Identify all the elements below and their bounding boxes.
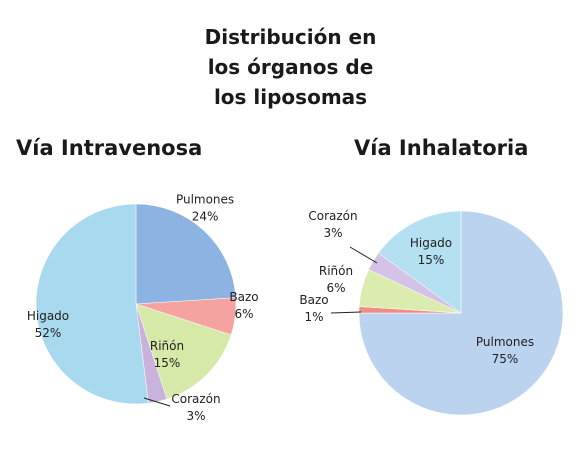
value-inhalatoria-bazo: 1% bbox=[304, 310, 323, 324]
label-inhalatoria-rinon: Riñón bbox=[319, 264, 353, 278]
value-inhalatoria-corazon: 3% bbox=[323, 226, 342, 240]
value-inhalatoria-pulmones: 75% bbox=[492, 352, 519, 366]
label-intravenosa-higado: Higado bbox=[27, 309, 69, 323]
value-intravenosa-corazon: 3% bbox=[186, 409, 205, 423]
label-intravenosa-pulmones: Pulmones bbox=[176, 192, 234, 206]
value-intravenosa-rinon: 15% bbox=[154, 356, 181, 370]
value-inhalatoria-higado: 15% bbox=[418, 253, 445, 267]
value-intravenosa-bazo: 6% bbox=[234, 307, 253, 321]
value-intravenosa-higado: 52% bbox=[35, 326, 62, 340]
slice-intravenosa-rinon bbox=[135, 303, 232, 400]
pie-inhalatoria: Pulmones 75% Bazo 1% Riñón 6% Corazón 3% Higado 1… bbox=[299, 209, 564, 416]
main-title: Distribución en los órganos de los lipos… bbox=[0, 22, 581, 112]
leader-line-inhalatoria-bazo bbox=[330, 311, 362, 314]
label-inhalatoria-higado: Higado bbox=[410, 236, 452, 250]
label-intravenosa-corazon: Corazón bbox=[171, 392, 220, 406]
label-inhalatoria-pulmones: Pulmones bbox=[476, 335, 534, 349]
chart-title-inhalatoria: Vía Inhalatoria bbox=[354, 136, 529, 160]
title-line-2: los órganos de bbox=[207, 55, 374, 79]
value-intravenosa-pulmones: 24% bbox=[192, 209, 219, 223]
title-line-3: los liposomas bbox=[213, 85, 368, 109]
slice-inhalatoria-pulmones bbox=[358, 210, 564, 416]
slice-intravenosa-higado bbox=[35, 203, 149, 405]
pie-intravenosa: Pulmones 24% Bazo 6% Riñón 15% Corazón 3% Higado… bbox=[27, 192, 259, 423]
title-line-1: Distribución en bbox=[204, 25, 377, 49]
leader-line-inhalatoria-corazon bbox=[349, 246, 378, 264]
chart-title-intravenosa: Vía Intravenosa bbox=[16, 136, 203, 160]
label-inhalatoria-corazon: Corazón bbox=[308, 209, 357, 223]
label-inhalatoria-bazo: Bazo bbox=[299, 293, 328, 307]
label-intravenosa-rinon: Riñón bbox=[150, 339, 184, 353]
value-inhalatoria-rinon: 6% bbox=[326, 281, 345, 295]
leader-line-intravenosa-corazon bbox=[143, 397, 171, 407]
slice-inhalatoria-higado bbox=[378, 210, 462, 314]
label-intravenosa-bazo: Bazo bbox=[229, 290, 258, 304]
slice-intravenosa-pulmones bbox=[135, 203, 237, 305]
